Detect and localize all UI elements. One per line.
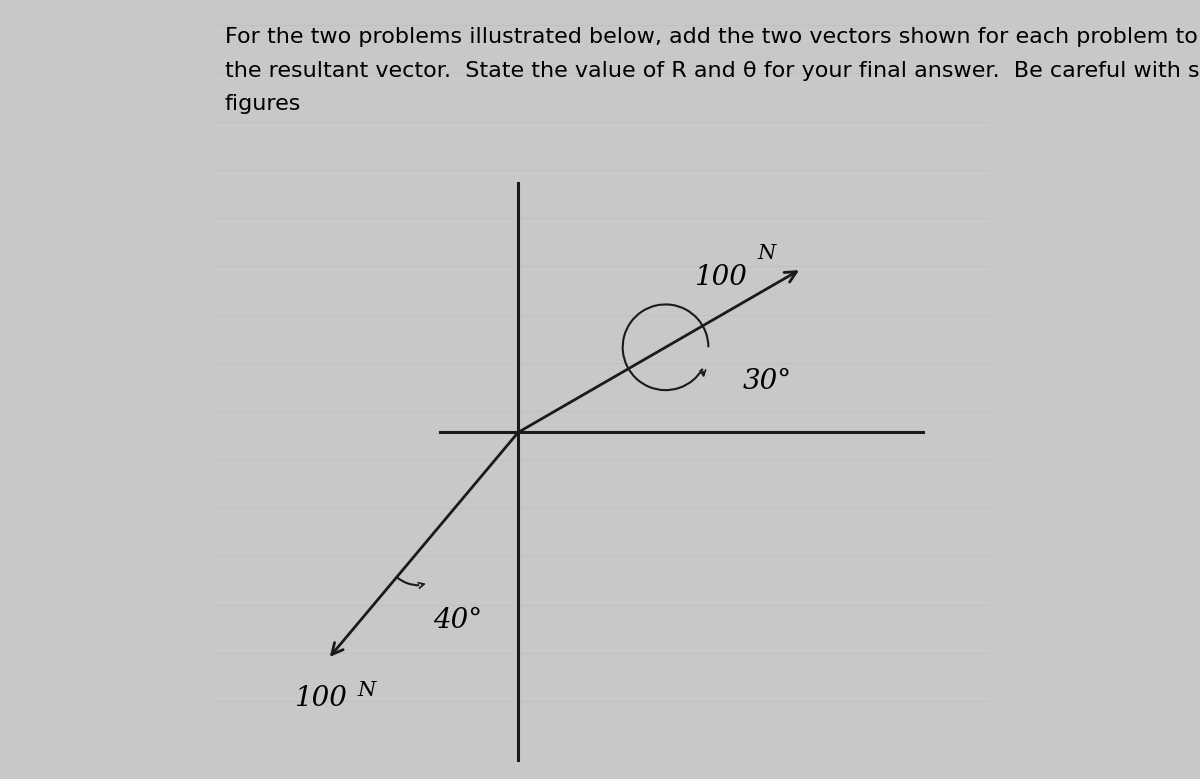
- Text: For the two problems illustrated below, add the two vectors shown for each probl: For the two problems illustrated below, …: [224, 27, 1200, 48]
- Text: N: N: [358, 681, 376, 700]
- Text: 40°: 40°: [433, 607, 482, 634]
- Text: the resultant vector.  State the value of R and θ for your final answer.  Be car: the resultant vector. State the value of…: [224, 61, 1200, 81]
- Text: figures: figures: [224, 94, 301, 115]
- Text: N: N: [757, 245, 776, 263]
- Text: 30°: 30°: [743, 368, 792, 395]
- Text: 100: 100: [694, 263, 746, 291]
- Text: 100: 100: [294, 685, 347, 711]
